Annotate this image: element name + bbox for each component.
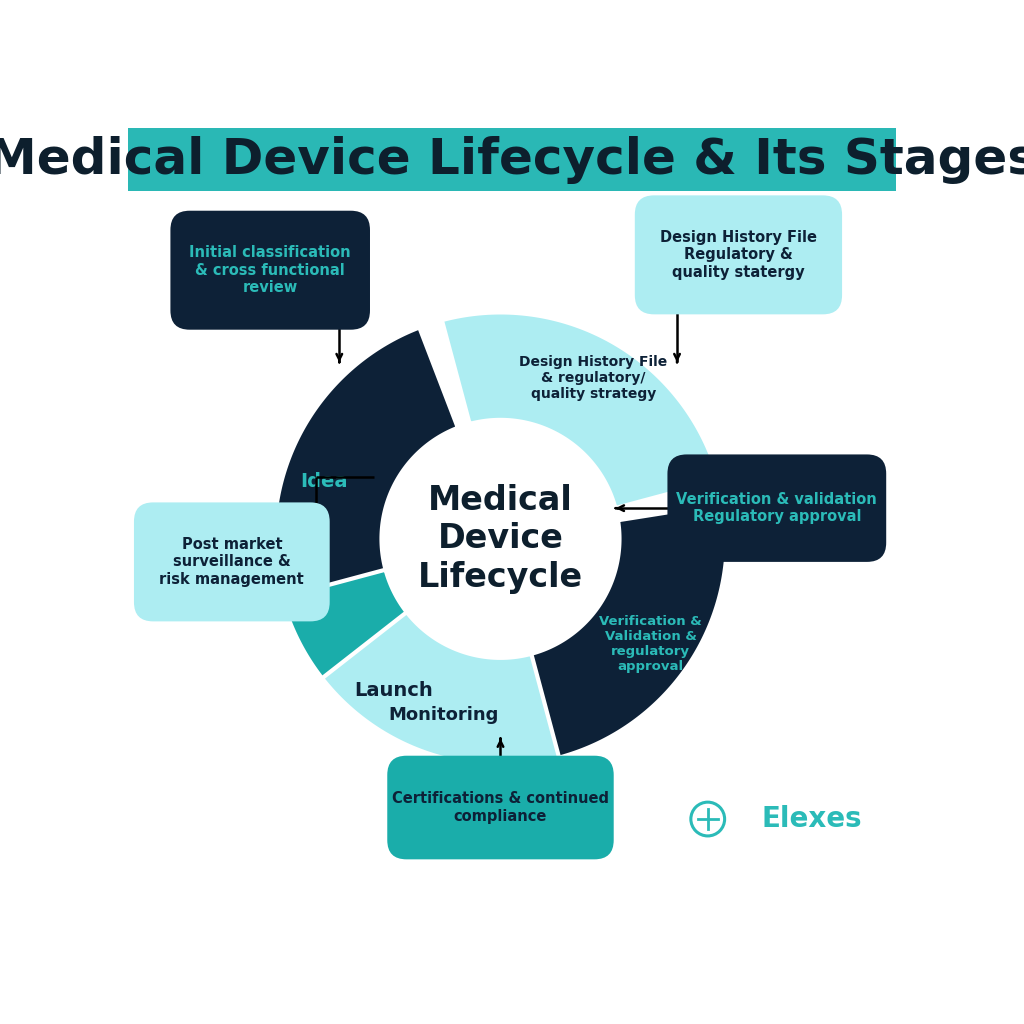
Polygon shape xyxy=(274,328,458,658)
Text: Launch: Launch xyxy=(354,681,433,700)
FancyBboxPatch shape xyxy=(668,455,886,562)
Text: Post market
surveillance &
risk management: Post market surveillance & risk manageme… xyxy=(160,537,304,587)
Text: Medical
Device
Lifecycle: Medical Device Lifecycle xyxy=(418,484,583,594)
Text: Elexes: Elexes xyxy=(762,805,862,834)
Polygon shape xyxy=(523,504,727,761)
Polygon shape xyxy=(442,312,719,508)
Text: Design History File
Regulatory &
quality statergy: Design History File Regulatory & quality… xyxy=(659,230,817,280)
Text: Verification &
Validation &
regulatory
approval: Verification & Validation & regulatory a… xyxy=(599,615,702,673)
Text: Design History File
& regulatory/
quality strategy: Design History File & regulatory/ qualit… xyxy=(519,355,668,401)
FancyBboxPatch shape xyxy=(134,503,330,622)
FancyBboxPatch shape xyxy=(170,211,370,330)
FancyBboxPatch shape xyxy=(387,756,613,859)
Text: Verification & validation
Regulatory approval: Verification & validation Regulatory app… xyxy=(677,492,878,524)
Text: Medical Device Lifecycle & Its Stages: Medical Device Lifecycle & Its Stages xyxy=(0,135,1024,183)
Circle shape xyxy=(388,426,613,651)
Polygon shape xyxy=(282,569,520,765)
Text: Monitoring: Monitoring xyxy=(388,707,499,724)
Text: Idea: Idea xyxy=(300,472,348,492)
Polygon shape xyxy=(322,612,559,765)
Text: Initial classification
& cross functional
review: Initial classification & cross functiona… xyxy=(189,246,351,295)
Bar xyxy=(128,128,896,191)
FancyBboxPatch shape xyxy=(635,196,842,314)
Text: Certifications & continued
compliance: Certifications & continued compliance xyxy=(392,792,609,823)
